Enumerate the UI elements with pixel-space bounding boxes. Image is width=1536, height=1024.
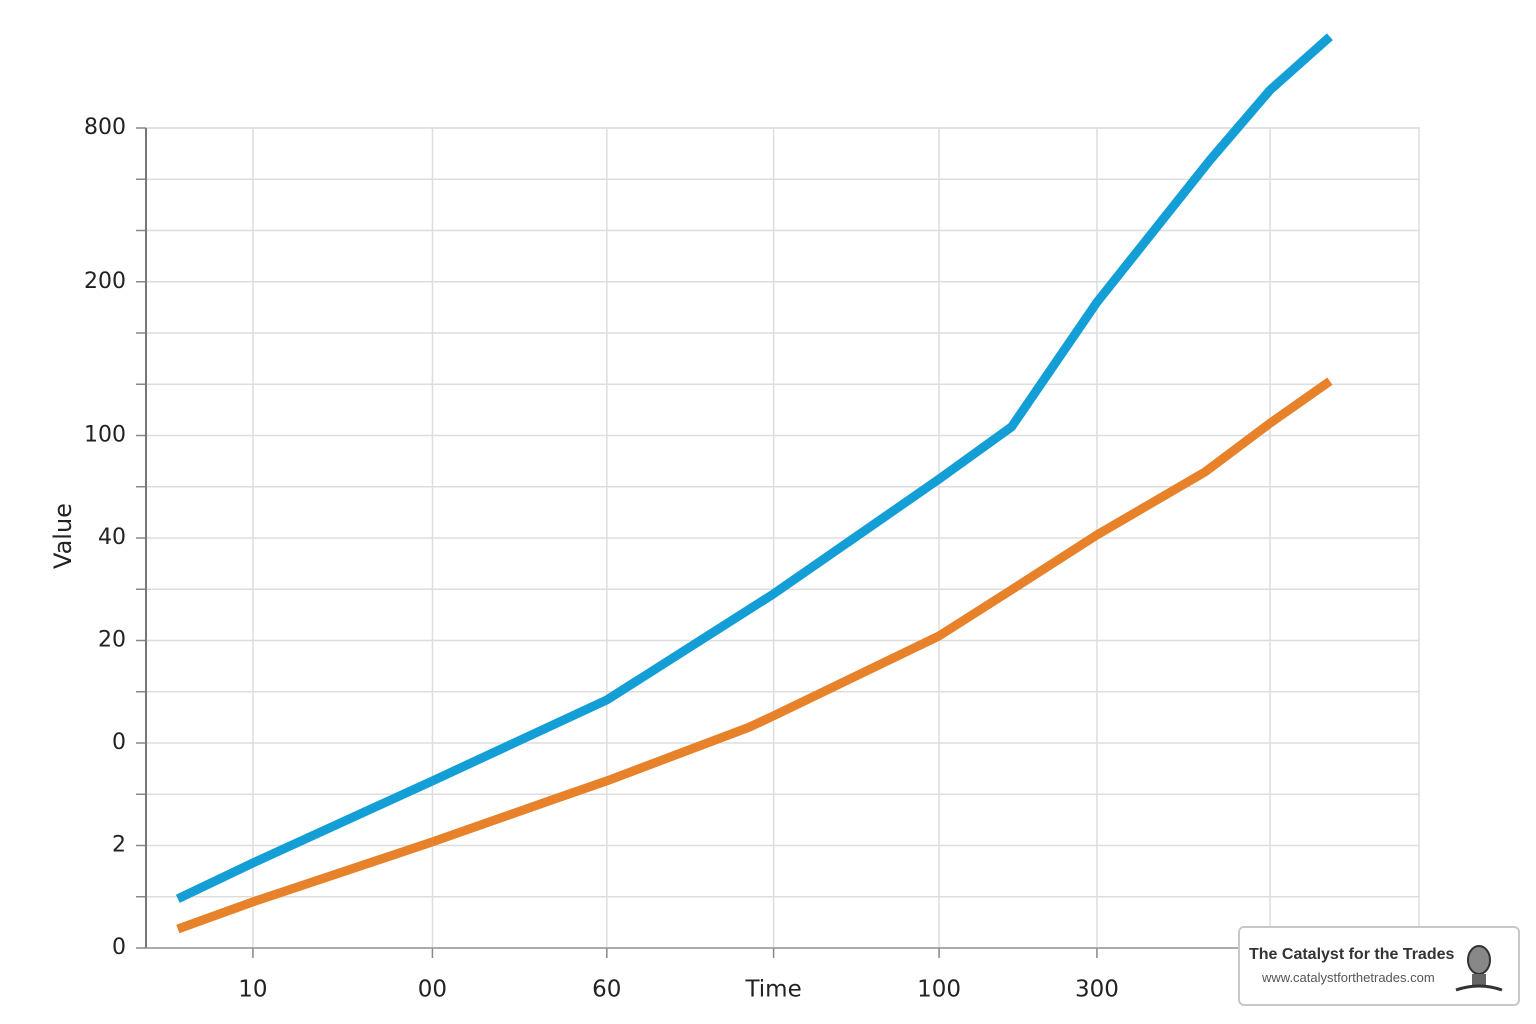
y-tick-label: 20 bbox=[98, 628, 126, 653]
x-tick-label: Time bbox=[744, 977, 801, 1003]
watermark-icon bbox=[1455, 945, 1503, 992]
y-tick-label: 2 bbox=[112, 833, 126, 858]
x-tick-label: 00 bbox=[418, 977, 447, 1003]
y-tick-label: 0 bbox=[112, 730, 126, 755]
watermark: The Catalyst for the Trades www.catalyst… bbox=[1238, 926, 1520, 1006]
y-tick-label: 800 bbox=[84, 115, 126, 140]
watermark-title: The Catalyst for the Trades bbox=[1249, 946, 1455, 963]
watermark-url: www.catalystforthetrades.com bbox=[1262, 970, 1435, 985]
x-tick-label: 60 bbox=[592, 977, 621, 1003]
series-line bbox=[176, 377, 1333, 934]
x-tick-label: 10 bbox=[238, 977, 267, 1003]
series-line bbox=[175, 33, 1333, 903]
x-tick-label: 100 bbox=[917, 977, 961, 1003]
y-tick-label: 100 bbox=[84, 423, 126, 448]
y-tick-label: 0 bbox=[112, 935, 126, 960]
y-tick-label: 200 bbox=[84, 269, 126, 294]
y-axis-label: Value bbox=[49, 503, 77, 569]
y-tick-label: 40 bbox=[98, 525, 126, 550]
x-tick-label: 300 bbox=[1075, 977, 1119, 1003]
